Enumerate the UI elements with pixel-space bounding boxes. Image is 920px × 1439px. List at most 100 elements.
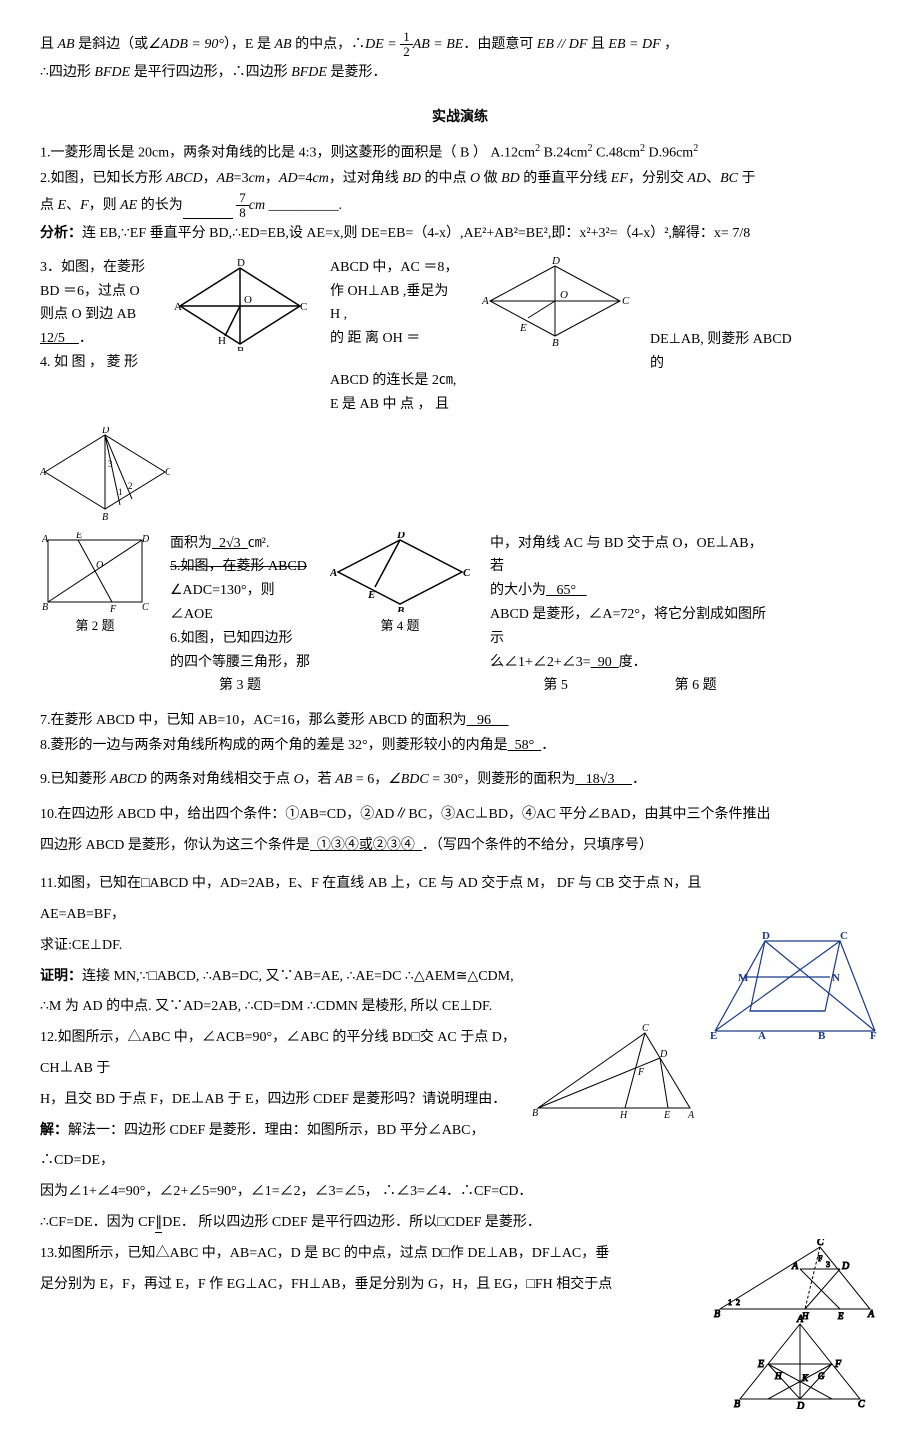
svg-text:H: H <box>619 1110 628 1118</box>
q1-text: D.96cm <box>648 146 693 161</box>
svg-text:D: D <box>396 532 405 541</box>
svg-text:H: H <box>218 335 226 347</box>
svg-text:D: D <box>762 931 770 942</box>
q4-right-col: DE⊥AB, 则菱形 ABCD 的 <box>650 256 795 376</box>
figure-q3: A C D B O H <box>170 256 310 351</box>
question-7: 7.在菱形 ABCD 中，已知 AB=10，AC=16，那么菱形 ABCD 的面… <box>40 708 880 733</box>
svg-text:2: 2 <box>736 1298 740 1307</box>
svg-text:A: A <box>687 1110 695 1118</box>
intro-text: 且 <box>40 37 58 52</box>
intro-text: ， <box>661 37 679 52</box>
q6-answer: 90 <box>598 655 612 670</box>
svg-text:B: B <box>714 1309 720 1320</box>
q4-answer: 2√3 <box>219 536 241 551</box>
intro-paragraph: 且 AB 是斜边（或∠ADB = 90°），E 是 AB 的中点，∴DE = 1… <box>40 30 880 85</box>
svg-text:O: O <box>244 294 252 306</box>
svg-text:C: C <box>142 602 149 612</box>
svg-text:B: B <box>818 1030 826 1041</box>
svg-text:A: A <box>481 295 489 307</box>
figures-row: 3．如图，在菱形 BD ＝6，过点 O 则点 O 到边 AB 12/5 ． 4.… <box>40 256 880 522</box>
intro-var: AB = BE <box>413 37 464 52</box>
svg-text:D: D <box>659 1049 668 1060</box>
svg-text:1: 1 <box>728 1298 732 1307</box>
svg-text:D: D <box>841 1261 850 1272</box>
caption-q2: 第 2 题 <box>75 614 114 637</box>
svg-text:C: C <box>300 301 307 313</box>
svg-text:B: B <box>396 605 404 612</box>
figure-q2: A E D B F C O 第 2 题 <box>40 532 150 637</box>
intro-var: EB = DF <box>608 37 660 52</box>
svg-text:A: A <box>867 1309 875 1320</box>
svg-text:A: A <box>174 301 182 313</box>
svg-text:F: F <box>109 604 117 612</box>
q3-mid-col: ABCD 中，AC ＝8， 作 OH⊥AB ,垂足为 H , 的 距 离 OH … <box>330 256 460 417</box>
svg-text:K: K <box>801 1373 809 1383</box>
q5-left-col: 面积为 2√3 ㎝². 5.如图，在菱形 ABCD ∠ADC=130°，则∠AO… <box>170 532 310 699</box>
svg-text:E: E <box>75 532 82 541</box>
sol-label: 解： <box>40 1123 68 1138</box>
caption-q3: 第 3 题 <box>170 674 310 698</box>
question-2: 2.如图，已知长方形 ABCD，AB=3cm，AD=4cm，过对角线 BD 的中… <box>40 166 880 221</box>
figure-q5: D A C B O E <box>480 256 630 346</box>
caption-q5: 第 5 <box>543 674 568 698</box>
svg-text:A: A <box>796 1314 804 1325</box>
svg-text:E: E <box>757 1359 764 1370</box>
svg-text:D: D <box>551 256 560 267</box>
intro-var: AB <box>58 37 75 52</box>
svg-text:D: D <box>237 257 245 269</box>
intro-var: ∠ADB = 90° <box>148 37 224 52</box>
intro-text: 的中点，∴ <box>292 37 366 52</box>
q1-text: B.24cm <box>544 146 588 161</box>
intro-var: DE = <box>365 37 400 52</box>
q1-text: ） A.12cm <box>473 146 535 161</box>
svg-text:C: C <box>622 295 630 307</box>
svg-text:H: H <box>774 1371 782 1381</box>
svg-text:F: F <box>818 1254 823 1263</box>
svg-text:B: B <box>42 602 48 612</box>
q10-answer: ①③④或②③④ <box>317 838 415 853</box>
q9-answer: 18√3 <box>586 772 615 787</box>
analysis-label: 分析： <box>40 226 82 241</box>
intro-var: BFDE <box>94 65 130 80</box>
rhombus-split-icon: D A C B 3 1 2 <box>40 427 170 522</box>
svg-text:N: N <box>832 972 840 984</box>
intro-text: 且 <box>587 37 608 52</box>
intro-var: EB // DF <box>537 37 588 52</box>
svg-text:A: A <box>791 1261 799 1272</box>
svg-text:E: E <box>519 322 527 334</box>
figure-q12: C D F B H E A <box>530 1023 700 1118</box>
svg-text:B: B <box>532 1108 538 1118</box>
svg-text:2: 2 <box>128 481 133 491</box>
caption-q6: 第 6 题 <box>675 674 717 698</box>
svg-text:B: B <box>102 512 108 522</box>
intro-text: 是斜边（或 <box>75 37 149 52</box>
proof-label: 证明： <box>40 969 82 984</box>
caption-q4: 第 4 题 <box>380 614 419 637</box>
q7-answer: 96 <box>477 713 491 728</box>
parallelogram-icon: D C M N E A B F <box>710 931 880 1041</box>
svg-text:G: G <box>818 1371 825 1381</box>
rectangle-icon: A E D B F C O <box>40 532 150 612</box>
svg-text:O: O <box>560 289 568 301</box>
svg-text:C: C <box>463 567 470 579</box>
intro-text: ），E 是 <box>224 37 275 52</box>
figure-q6: D A C B 3 1 2 <box>40 427 170 522</box>
question-13: C A D 3 F B A E H 1 2 A E <box>40 1239 880 1301</box>
question-9: 9.已知菱形 ABCD 的两条对角线相交于点 O，若 AB = 6，∠BDC =… <box>40 767 880 792</box>
q5-right-col: 中，对角线 AC 与 BD 交于点 O，OE⊥AB，若 的大小为 65° ABC… <box>490 532 770 699</box>
svg-text:F: F <box>834 1359 842 1370</box>
svg-text:F: F <box>870 1030 877 1041</box>
question-8: 8.菱形的一边与两条对角线所构成的两个角的差是 32°，则菱形较小的内角是 58… <box>40 733 880 758</box>
svg-text:E: E <box>710 1030 717 1041</box>
q5-answer: 65° <box>557 583 577 598</box>
rhombus-icon: D A C B O E <box>480 256 630 346</box>
svg-text:D: D <box>101 427 110 436</box>
rhombus-icon: D A C B E <box>330 532 470 612</box>
svg-text:3: 3 <box>108 459 113 469</box>
question-1: 1.一菱形周长是 20cm，两条对角线的比是 4:3，则这菱形的面积是（ B ）… <box>40 140 880 166</box>
question-12: C D F B H E A 12.如图所示，△ABC 中，∠ACB=90°，∠A… <box>40 1023 880 1239</box>
intro-text: 是平行四边形，∴四边形 <box>130 65 291 80</box>
svg-text:M: M <box>738 972 749 984</box>
svg-text:A: A <box>330 567 337 579</box>
section-title: 实战演练 <box>40 105 880 130</box>
